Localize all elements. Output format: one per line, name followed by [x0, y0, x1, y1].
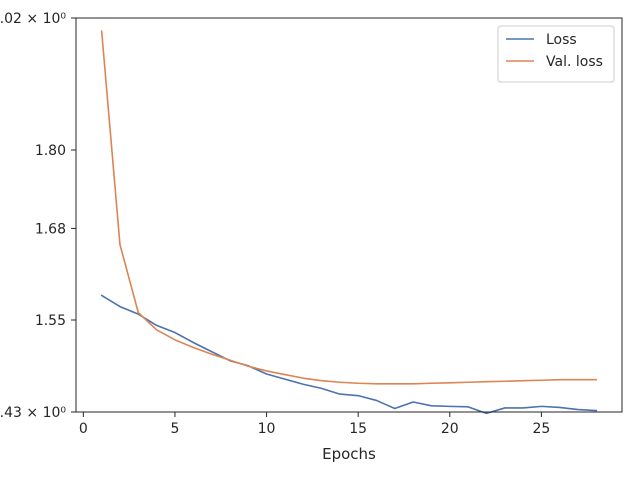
- x-tick-label: 10: [258, 421, 276, 437]
- series-line-0: [100, 294, 598, 415]
- legend-label: Val. loss: [546, 54, 603, 70]
- x-axis: 0 5 10 15 20 25: [79, 412, 550, 437]
- x-axis-label: Epochs: [322, 445, 376, 463]
- legend-label: Loss: [546, 32, 577, 48]
- plot-frame: [75, 17, 623, 413]
- y-tick-label: 2.02 × 10⁰: [0, 11, 66, 27]
- y-tick-label: 1.80: [35, 143, 66, 159]
- series-line-1: [100, 30, 598, 385]
- x-tick-label: 5: [170, 421, 179, 437]
- y-tick-label: 1.68: [35, 221, 66, 237]
- legend: Loss Val. loss: [497, 25, 615, 83]
- y-axis: 2.02 × 10⁰ 1.80 1.68 1.55 1.43 × 10⁰: [0, 11, 76, 421]
- y-tick-label: 1.43 × 10⁰: [0, 405, 66, 421]
- x-tick-label: 25: [532, 421, 550, 437]
- plot-lines: [100, 30, 598, 415]
- x-tick-label: 15: [349, 421, 367, 437]
- x-tick-label: 0: [79, 421, 88, 437]
- legend-box: [497, 25, 615, 83]
- y-tick-label: 1.55: [35, 313, 66, 329]
- x-tick-label: 20: [441, 421, 459, 437]
